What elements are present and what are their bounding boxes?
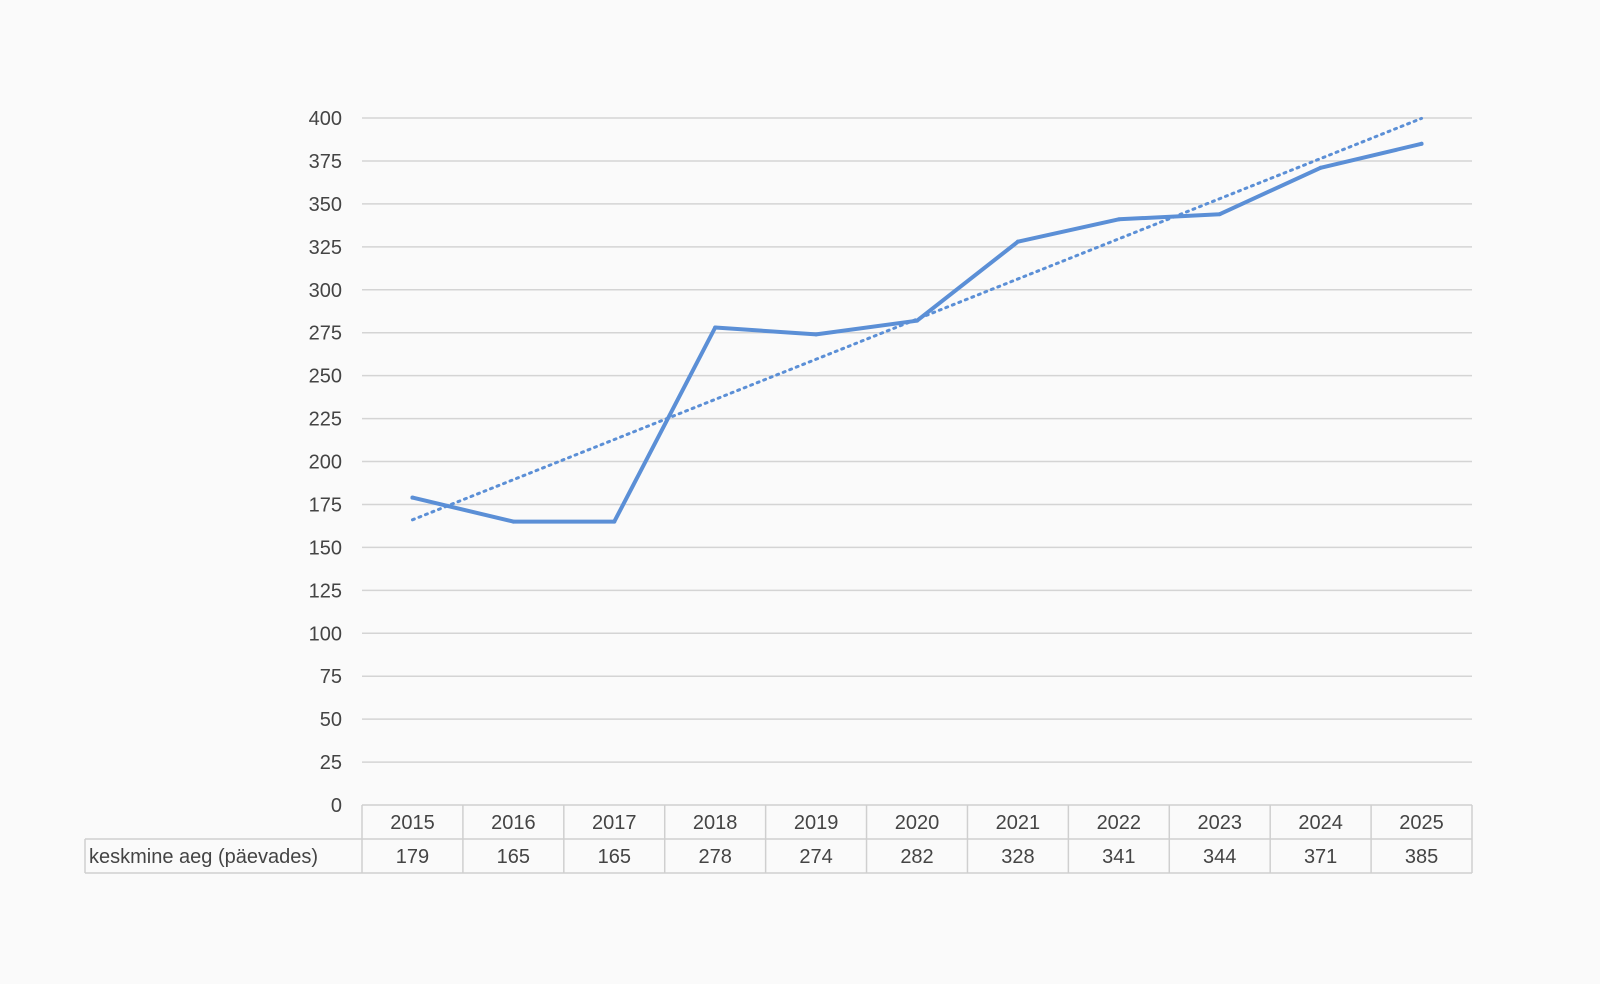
y-tick-label: 150 bbox=[309, 537, 342, 559]
x-tick-label: 2015 bbox=[390, 812, 435, 834]
x-tick-label: 2021 bbox=[996, 812, 1041, 834]
table-value: 165 bbox=[497, 846, 530, 868]
table-value: 274 bbox=[799, 846, 832, 868]
y-tick-label: 75 bbox=[320, 666, 342, 688]
table-value: 341 bbox=[1102, 846, 1135, 868]
y-axis-ticks: 0 25 50 75 100 125 150 175 200 225 250 275 300 325 350… bbox=[309, 108, 342, 817]
data-point bbox=[915, 318, 919, 323]
y-tick-label: 250 bbox=[309, 366, 342, 388]
y-tick-label: 0 bbox=[331, 795, 342, 817]
series-layer bbox=[410, 141, 1424, 524]
data-point bbox=[612, 519, 617, 524]
x-tick-label: 2025 bbox=[1399, 812, 1444, 834]
table-value: 282 bbox=[900, 846, 933, 868]
table-value: 371 bbox=[1304, 846, 1337, 868]
data-point bbox=[511, 519, 516, 524]
data-point bbox=[1015, 239, 1020, 244]
trendline-layer bbox=[410, 116, 1424, 522]
x-tick-label: 2018 bbox=[693, 812, 738, 834]
data-point bbox=[713, 325, 718, 330]
y-tick-label: 350 bbox=[309, 194, 342, 216]
x-tick-label: 2022 bbox=[1097, 812, 1142, 834]
table-row-label: keskmine aeg (päevades) bbox=[89, 846, 318, 868]
y-tick-label: 175 bbox=[309, 494, 342, 516]
y-tick-label: 375 bbox=[309, 151, 342, 173]
x-tick-label: 2024 bbox=[1298, 812, 1343, 834]
y-tick-label: 325 bbox=[309, 237, 342, 259]
data-point bbox=[1217, 212, 1222, 217]
table-value: 385 bbox=[1405, 846, 1438, 868]
x-tick-label: 2019 bbox=[794, 812, 839, 834]
y-tick-label: 225 bbox=[309, 409, 342, 431]
y-tick-label: 300 bbox=[309, 280, 342, 302]
x-tick-label: 2016 bbox=[491, 812, 536, 834]
x-tick-label: 2023 bbox=[1197, 812, 1242, 834]
table-value: 278 bbox=[698, 846, 731, 868]
y-tick-label: 200 bbox=[309, 452, 342, 474]
data-table: keskmine aeg (päevades) 2015 179 2016 165 201… bbox=[84, 804, 1473, 874]
y-tick-label: 125 bbox=[309, 580, 342, 602]
data-point bbox=[1419, 141, 1424, 146]
y-tick-label: 275 bbox=[309, 323, 342, 345]
table-value: 165 bbox=[598, 846, 631, 868]
x-tick-label: 2017 bbox=[592, 812, 637, 834]
y-tick-label: 100 bbox=[309, 623, 342, 645]
table-value: 344 bbox=[1203, 846, 1236, 868]
gridlines bbox=[362, 117, 1472, 763]
y-tick-label: 400 bbox=[309, 108, 342, 130]
data-point bbox=[1318, 165, 1323, 170]
table-value: 328 bbox=[1001, 846, 1034, 868]
x-tick-label: 2020 bbox=[895, 812, 940, 834]
data-point bbox=[410, 495, 415, 500]
data-point bbox=[1116, 217, 1121, 222]
trendline bbox=[410, 116, 1424, 522]
table-value: 179 bbox=[396, 846, 429, 868]
y-tick-label: 50 bbox=[320, 709, 342, 731]
data-point bbox=[814, 332, 819, 337]
y-tick-label: 25 bbox=[320, 752, 342, 774]
